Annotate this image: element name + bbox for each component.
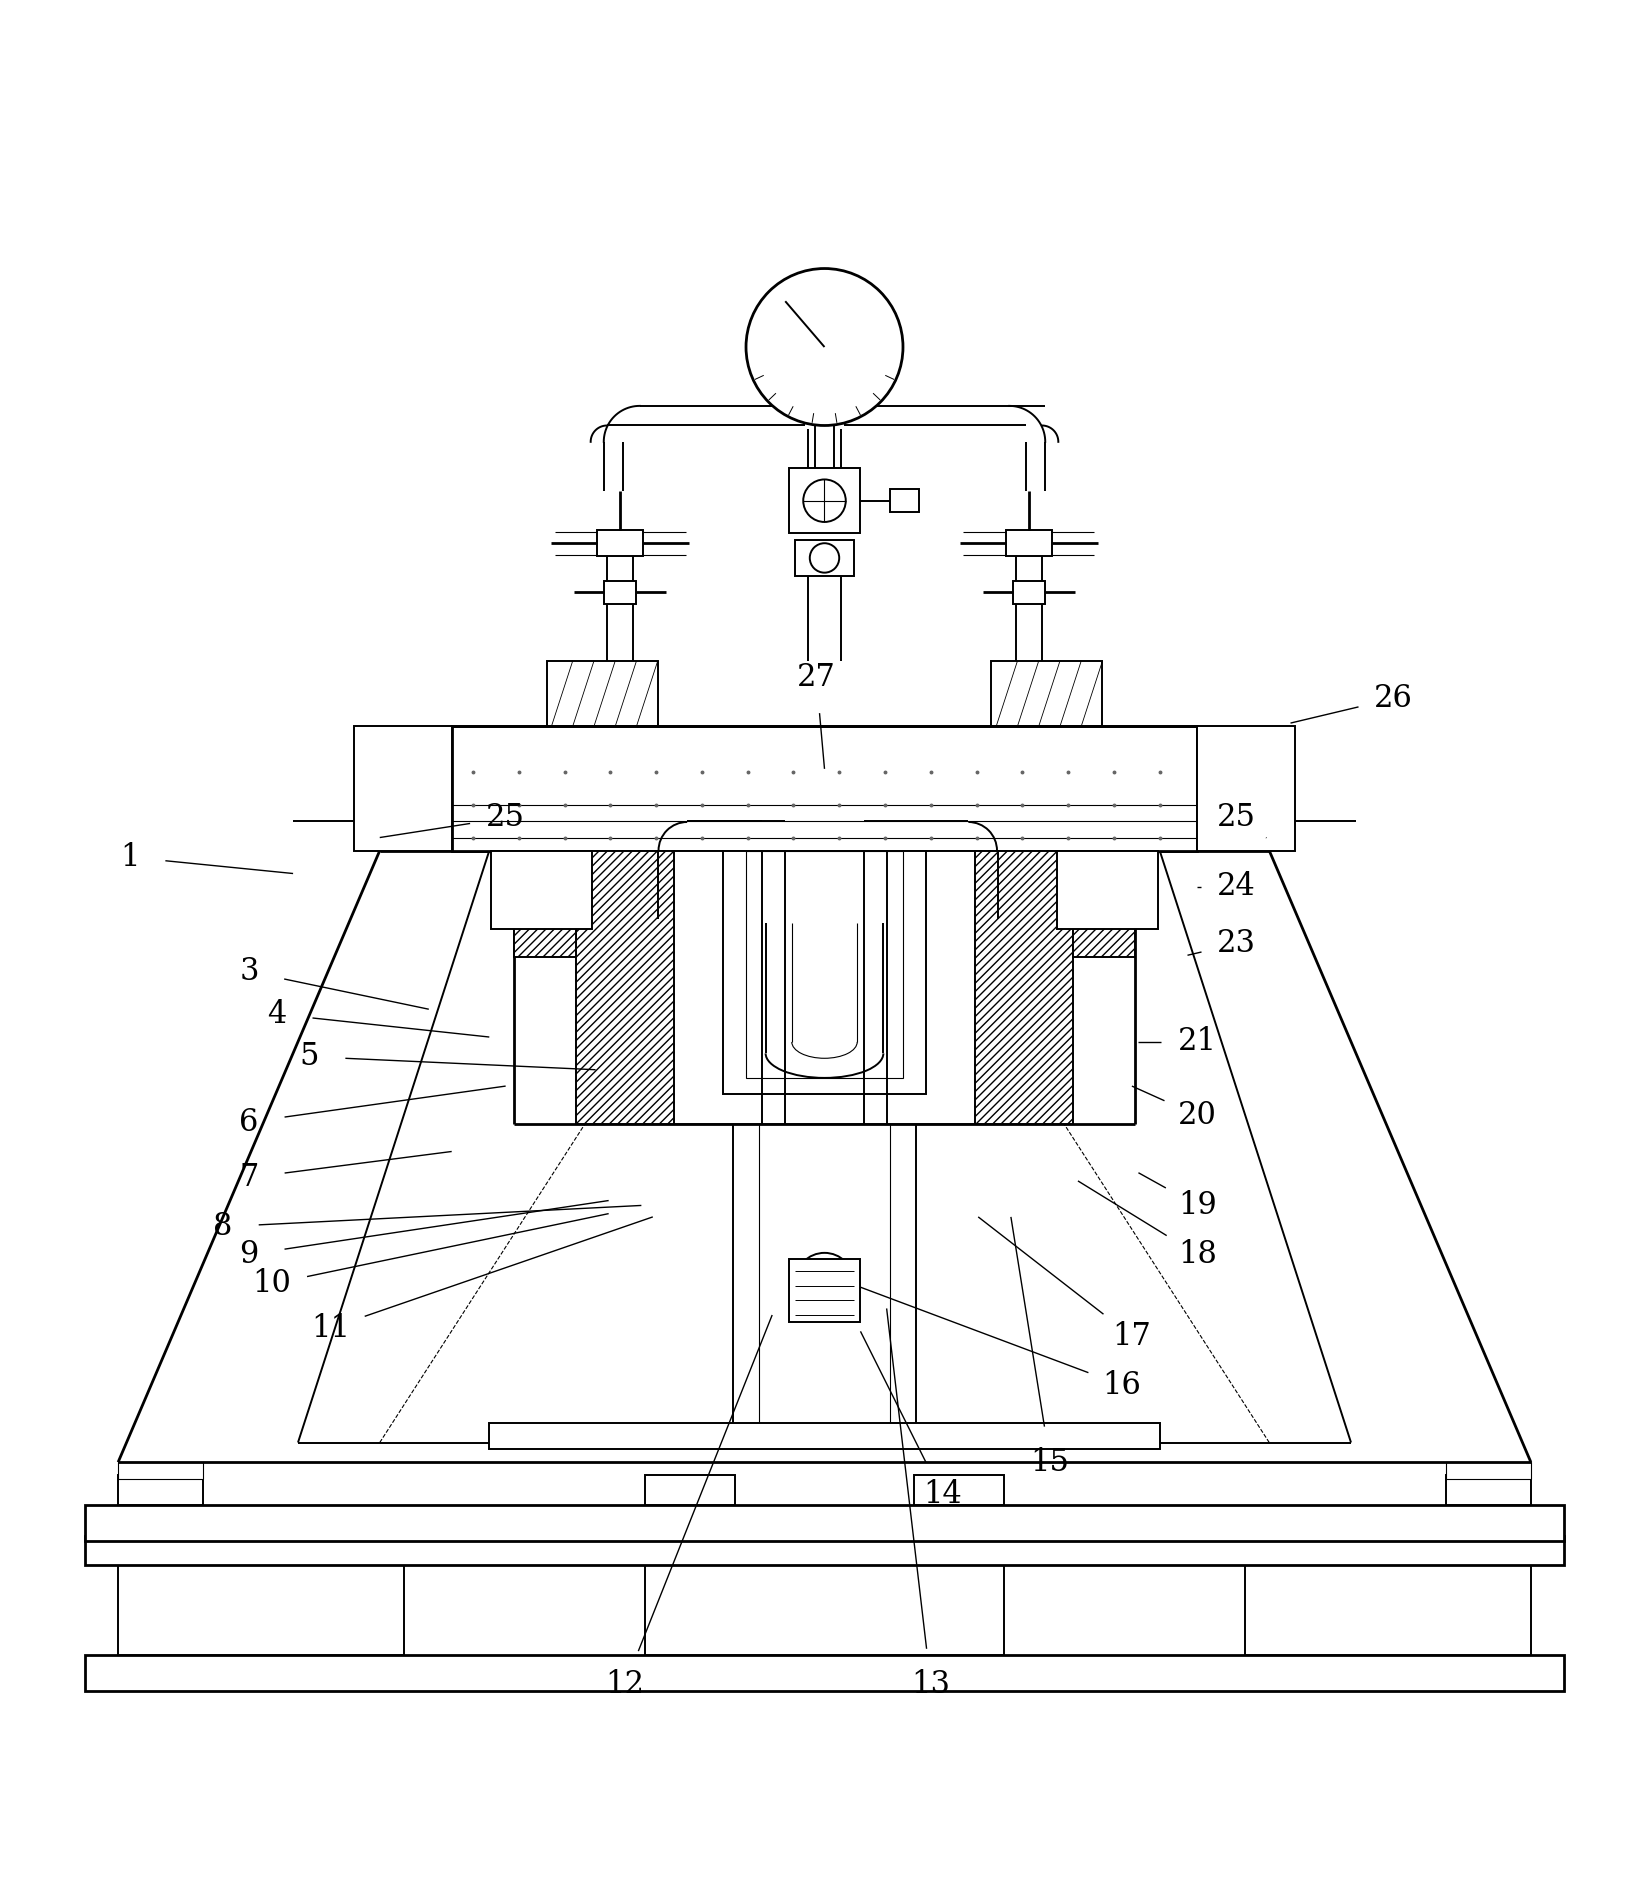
Text: 23: 23 bbox=[1216, 929, 1256, 960]
Text: 17: 17 bbox=[1112, 1321, 1150, 1352]
Bar bbox=[452, 725, 1196, 851]
Text: 6: 6 bbox=[239, 1106, 259, 1137]
Bar bbox=[545, 661, 658, 725]
Circle shape bbox=[794, 1253, 854, 1312]
Text: 21: 21 bbox=[1177, 1026, 1216, 1057]
Bar bbox=[575, 851, 1073, 1123]
Bar bbox=[1012, 581, 1045, 604]
Bar bbox=[491, 851, 592, 929]
Bar bbox=[1445, 1476, 1529, 1504]
Text: 8: 8 bbox=[213, 1211, 232, 1241]
Text: 20: 20 bbox=[1177, 1101, 1216, 1131]
Text: 13: 13 bbox=[911, 1670, 949, 1700]
Bar bbox=[644, 1559, 1004, 1655]
Text: 18: 18 bbox=[1177, 1240, 1216, 1270]
Bar bbox=[723, 851, 925, 1095]
Text: 15: 15 bbox=[1030, 1447, 1070, 1478]
Text: 27: 27 bbox=[796, 663, 836, 693]
Bar bbox=[119, 1462, 203, 1479]
Bar bbox=[890, 489, 920, 512]
Bar bbox=[1056, 851, 1157, 929]
Text: 11: 11 bbox=[311, 1312, 349, 1344]
Bar bbox=[514, 851, 575, 958]
Bar bbox=[1196, 725, 1295, 851]
Bar bbox=[489, 1422, 1159, 1449]
Bar bbox=[119, 1559, 404, 1655]
Text: 26: 26 bbox=[1373, 684, 1412, 714]
Text: 9: 9 bbox=[239, 1240, 259, 1270]
Text: 25: 25 bbox=[1216, 802, 1256, 834]
Text: 7: 7 bbox=[239, 1161, 259, 1194]
Bar bbox=[794, 541, 854, 575]
Text: 16: 16 bbox=[1103, 1369, 1140, 1401]
Bar bbox=[1005, 529, 1051, 556]
Text: 25: 25 bbox=[486, 802, 524, 834]
Bar bbox=[353, 725, 452, 851]
Text: 19: 19 bbox=[1177, 1190, 1216, 1220]
Bar bbox=[1445, 1462, 1529, 1479]
Circle shape bbox=[803, 480, 845, 522]
Bar bbox=[86, 1504, 1562, 1540]
Text: 1: 1 bbox=[120, 842, 138, 872]
Bar bbox=[1073, 851, 1134, 958]
Text: 3: 3 bbox=[239, 956, 259, 986]
Bar bbox=[674, 851, 974, 1123]
Text: 10: 10 bbox=[252, 1268, 292, 1299]
Circle shape bbox=[809, 543, 839, 573]
Bar bbox=[1244, 1559, 1529, 1655]
Bar bbox=[119, 1476, 203, 1504]
Bar bbox=[990, 661, 1103, 725]
Bar bbox=[597, 529, 643, 556]
Text: 14: 14 bbox=[923, 1479, 961, 1510]
Bar bbox=[644, 1476, 733, 1504]
Bar bbox=[745, 851, 903, 1078]
Bar bbox=[788, 468, 860, 533]
Bar bbox=[915, 1476, 1004, 1504]
Bar bbox=[603, 581, 636, 604]
Bar bbox=[86, 1537, 1562, 1565]
Text: 12: 12 bbox=[605, 1670, 644, 1700]
Text: 5: 5 bbox=[300, 1041, 320, 1072]
Text: 24: 24 bbox=[1216, 872, 1256, 902]
Bar bbox=[86, 1655, 1562, 1691]
Bar bbox=[788, 1259, 860, 1321]
Circle shape bbox=[745, 268, 903, 425]
Text: 4: 4 bbox=[267, 998, 287, 1030]
